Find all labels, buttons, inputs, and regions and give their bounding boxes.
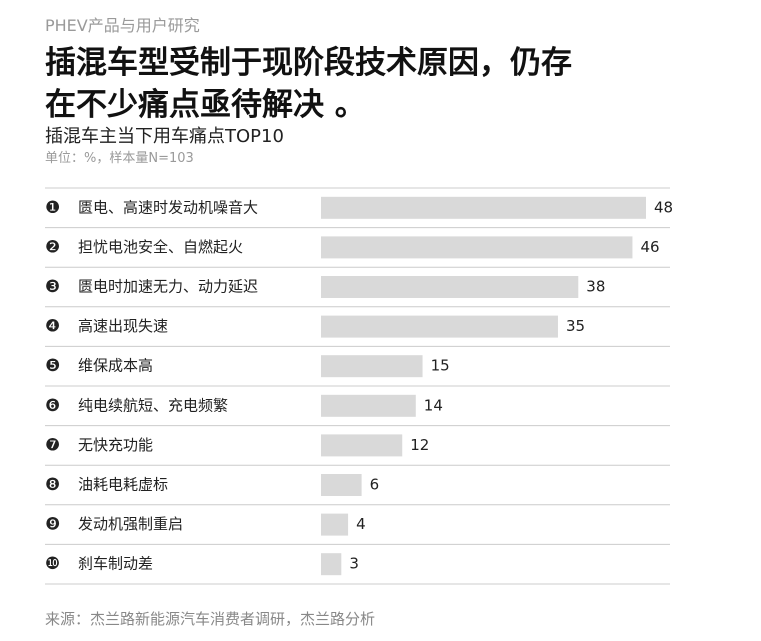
source: 来源：杰兰路新能源汽车消费者调研，杰兰路分析: [45, 610, 376, 628]
rank-marker: ❿: [45, 554, 60, 574]
category-label: 油耗电耗虚标: [78, 476, 168, 494]
header: PHEV产品与用户研究: [45, 16, 200, 35]
value-label: 4: [356, 515, 366, 533]
category-label: 匮电、高速时发动机噪音大: [78, 198, 258, 216]
category-label: 高速出现失速: [78, 317, 168, 335]
value-label: 46: [640, 238, 659, 256]
bar: [321, 276, 579, 298]
bar: [321, 196, 646, 219]
rank-marker: ❼: [45, 435, 60, 455]
rank-marker: ❺: [45, 356, 60, 376]
category-label: 刹车制动差: [78, 555, 153, 573]
bar: [321, 315, 558, 338]
value-label: 6: [370, 476, 380, 494]
rank-marker: ❽: [45, 475, 60, 495]
rank-marker: ❾: [45, 515, 60, 535]
bar: [321, 513, 349, 536]
bar: [321, 434, 403, 457]
category-label: 发动机强制重启: [78, 515, 183, 533]
bar: [321, 474, 362, 496]
rank-marker: ❻: [45, 396, 60, 416]
category-label: 维保成本高: [78, 357, 153, 375]
rank-marker: ❹: [45, 317, 60, 337]
unit-note: 单位：%，样本量N=103: [45, 151, 194, 166]
value-label: 35: [566, 317, 585, 335]
rank-marker: ❷: [45, 237, 60, 257]
value-label: 12: [410, 436, 429, 454]
value-label: 3: [349, 555, 359, 573]
category-label: 无快充功能: [78, 436, 153, 454]
bar: [321, 355, 423, 378]
value-label: 48: [654, 198, 673, 216]
value-label: 14: [424, 396, 443, 414]
value-label: 15: [431, 357, 450, 375]
category-label: 匮电时加速无力、动力延迟: [78, 278, 258, 296]
value-label: 38: [586, 278, 605, 296]
bar: [321, 236, 633, 259]
bar: [321, 394, 416, 417]
bar: [321, 553, 342, 576]
chart-title: 插混车型受制于现阶段技术原因，仍存在不少痛点亟待解决 。: [45, 45, 572, 123]
chart: ❶ 匮电、高速时发动机噪音大 48❷ 担忧电池安全、自燃起火 46❸ 匮电时加速无力、动力…: [45, 187, 673, 585]
chart-subtitle: 插混车主当下用车痛点TOP10: [45, 126, 284, 147]
rank-marker: ❶: [45, 198, 60, 218]
category-label: 担忧电池安全、自燃起火: [78, 238, 243, 256]
category-label: 纯电续航短、充电频繁: [78, 396, 228, 414]
rank-marker: ❸: [45, 277, 60, 297]
